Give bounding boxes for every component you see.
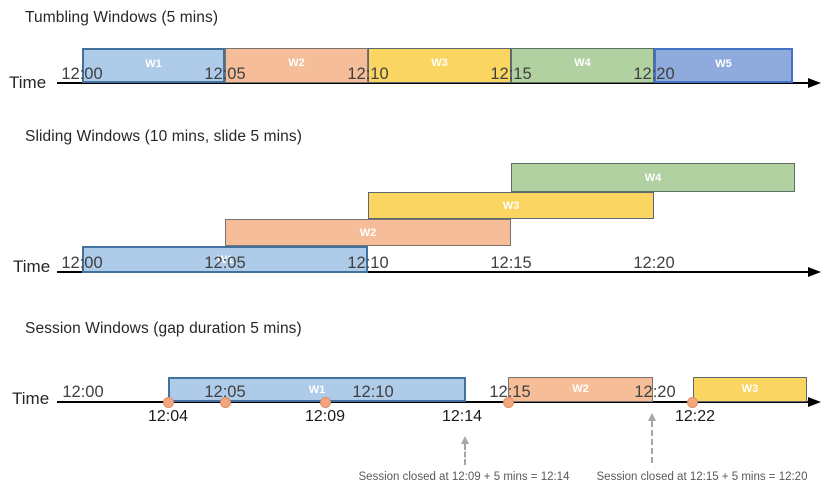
- session-window-w1: W1: [168, 377, 466, 402]
- window-label: W5: [715, 58, 732, 70]
- sliding-tick-12-00: 12:00: [61, 254, 103, 272]
- window-label: W3: [502, 199, 520, 212]
- window-label: W3: [431, 57, 448, 69]
- sliding-tick-12-05: 12:05: [204, 254, 246, 272]
- tumbling-window-w4: W4: [511, 48, 654, 83]
- session-timeline-arrowhead-icon: [808, 397, 821, 407]
- session-tick-12-00: 12:00: [62, 383, 104, 401]
- session-tick-12-20: 12:20: [634, 383, 676, 401]
- tumbling-window-w2: W2: [225, 48, 368, 83]
- sliding-timeline-arrowhead-icon: [808, 267, 821, 277]
- session-timeline: [57, 401, 808, 403]
- sliding-tick-12-15: 12:15: [490, 254, 532, 272]
- tumbling-window-w5: W5: [654, 48, 793, 83]
- tumbling-tick-12-15: 12:15: [490, 65, 532, 83]
- session-time-axis-label: Time: [12, 389, 50, 408]
- dashed-up-arrow-icon: [459, 436, 471, 465]
- tumbling-timeline-arrowhead-icon: [808, 78, 821, 88]
- sliding-window-w3: W3: [368, 192, 654, 219]
- session-window-w3: W3: [693, 377, 807, 402]
- sliding-tick-12-10: 12:10: [347, 254, 389, 272]
- session-tick-12-15: 12:15: [489, 383, 531, 401]
- session-closed-annotation-2: Session closed at 12:15 + 5 mins = 12:20: [596, 471, 808, 483]
- session-closed-annotation-1: Session closed at 12:09 + 5 mins = 12:14: [358, 471, 570, 483]
- session-section-title: Session Windows (gap duration 5 mins): [25, 320, 302, 337]
- sliding-time-axis-label: Time: [13, 257, 51, 276]
- window-label: W2: [572, 383, 589, 395]
- sliding-window-w2: W2: [225, 219, 511, 246]
- tumbling-tick-12-10: 12:10: [347, 65, 389, 83]
- event-dot: [220, 397, 231, 408]
- sliding-window-w1: W1: [82, 246, 368, 273]
- window-label: W1: [216, 253, 234, 266]
- session-tick-12-05: 12:05: [204, 383, 246, 401]
- session-window-w2: W2: [508, 377, 653, 402]
- window-label: W2: [288, 57, 305, 69]
- event-time-label-12-22: 12:22: [674, 408, 716, 425]
- event-dot: [163, 397, 174, 408]
- session-tick-12-10: 12:10: [352, 383, 394, 401]
- tumbling-timeline: [57, 82, 808, 84]
- sliding-tick-12-20: 12:20: [633, 254, 675, 272]
- window-label: W1: [308, 384, 326, 396]
- tumbling-section-title: Tumbling Windows (5 mins): [25, 9, 219, 26]
- tumbling-tick-12-05: 12:05: [204, 65, 246, 83]
- event-dot: [320, 397, 331, 408]
- tumbling-window-w1: W1: [82, 48, 225, 83]
- window-label: W4: [644, 171, 662, 184]
- event-dot: [687, 397, 698, 408]
- event-dot: [503, 397, 514, 408]
- event-time-label-12-04: 12:04: [147, 408, 189, 425]
- event-time-label-12-09: 12:09: [304, 408, 346, 425]
- sliding-section-title: Sliding Windows (10 mins, slide 5 mins): [25, 128, 302, 145]
- dashed-up-arrow-icon: [646, 413, 658, 463]
- window-label: W1: [145, 58, 162, 70]
- sliding-timeline: [57, 271, 808, 273]
- tumbling-window-w3: W3: [368, 48, 511, 83]
- tumbling-tick-12-00: 12:00: [61, 65, 103, 83]
- window-label: W3: [741, 383, 759, 395]
- tumbling-tick-12-20: 12:20: [633, 65, 675, 83]
- tumbling-time-axis-label: Time: [9, 73, 47, 92]
- window-label: W4: [574, 57, 591, 69]
- window-label: W2: [359, 226, 377, 239]
- sliding-window-w4: W4: [511, 163, 795, 192]
- event-time-label-12-14: 12:14: [441, 408, 483, 425]
